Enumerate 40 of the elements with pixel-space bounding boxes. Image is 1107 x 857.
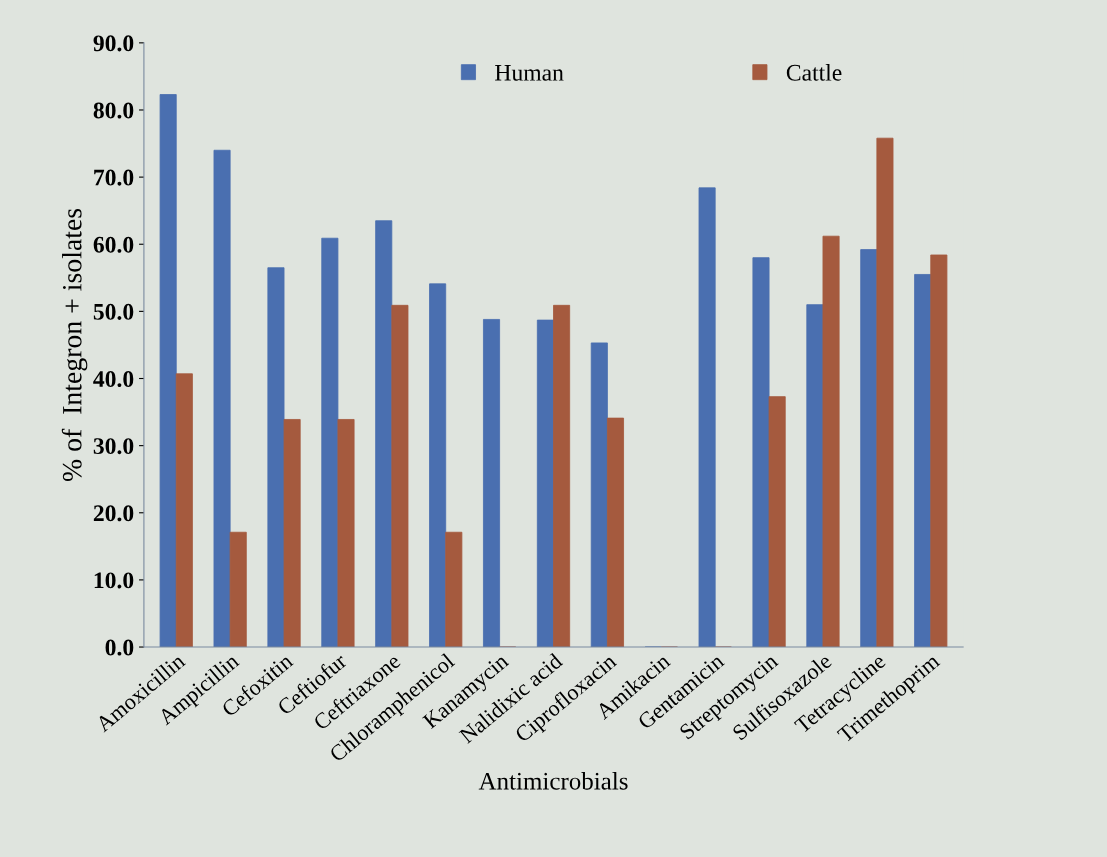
bar <box>930 254 948 648</box>
bar <box>553 304 571 648</box>
bar <box>159 94 177 648</box>
bar <box>860 249 878 648</box>
bar <box>698 187 716 648</box>
bar <box>590 342 608 648</box>
y-tick-label: 50.0 <box>93 303 134 320</box>
y-tick-label: 30.0 <box>93 438 134 455</box>
legend-label: Cattle <box>786 64 842 81</box>
y-tick-label: 70.0 <box>94 169 134 186</box>
bar <box>391 304 409 648</box>
bar <box>822 235 840 648</box>
legend-label: Human <box>495 65 564 81</box>
y-tick-label: 80.0 <box>93 102 134 119</box>
bar <box>768 396 786 648</box>
bar <box>429 283 447 648</box>
bar <box>175 373 193 648</box>
y-tick-label: 20.0 <box>93 505 134 522</box>
bar <box>445 531 463 648</box>
y-tick-label: 40.0 <box>93 371 134 388</box>
bar <box>606 417 624 648</box>
y-tick-label: 90.0 <box>93 35 134 52</box>
bar <box>914 274 932 648</box>
y-tick-label: 0.0 <box>105 639 134 656</box>
bar <box>229 531 247 648</box>
bar <box>213 149 231 648</box>
y-tick-label: 10.0 <box>94 572 134 589</box>
y-axis-title: % of Integron + isolates <box>61 208 88 482</box>
bar <box>536 319 554 648</box>
bar <box>283 419 301 648</box>
bar <box>752 257 770 648</box>
bar <box>806 304 824 648</box>
bar <box>375 220 393 648</box>
bar <box>321 237 339 648</box>
bar <box>483 319 501 648</box>
bar <box>267 267 285 648</box>
bar <box>876 137 894 648</box>
y-tick-label: 60.0 <box>93 236 134 253</box>
bar <box>337 419 355 648</box>
x-axis-title: Antimicrobials <box>478 772 628 790</box>
